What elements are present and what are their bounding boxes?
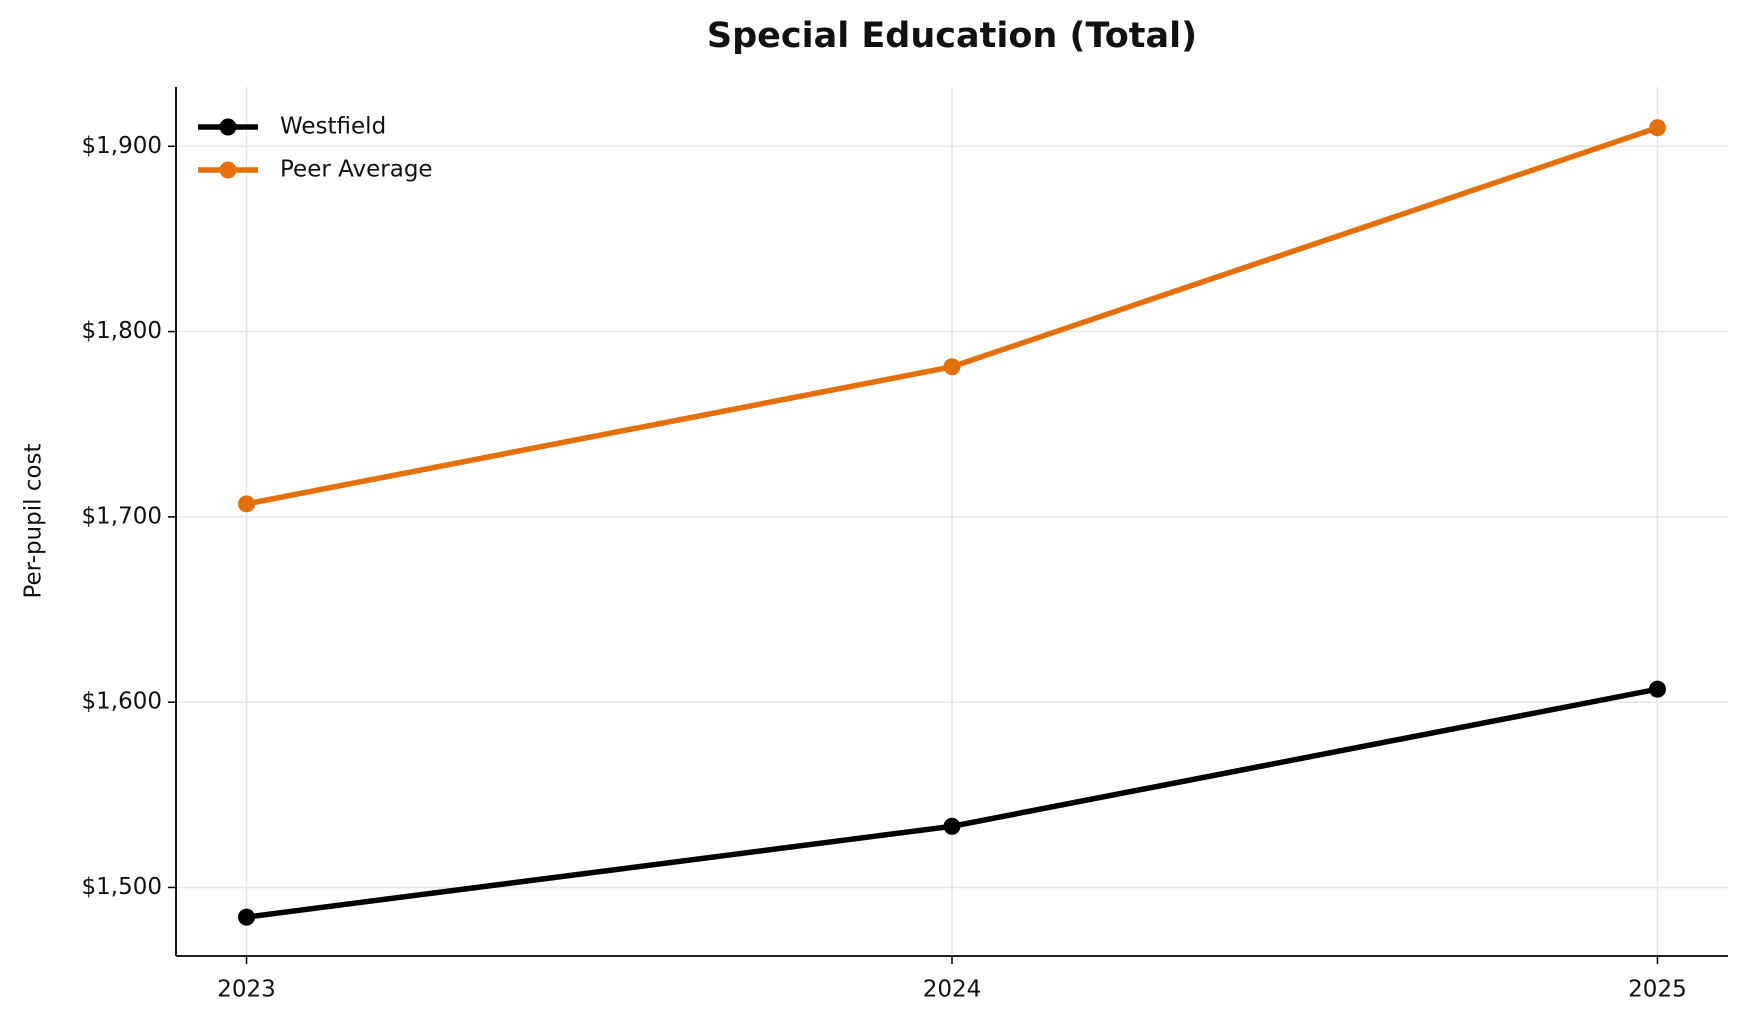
y-axis-label: Per-pupil cost bbox=[21, 443, 47, 598]
x-tick-label: 2024 bbox=[923, 977, 982, 1003]
legend-label: Peer Average bbox=[280, 157, 433, 183]
legend-label: Westfield bbox=[280, 114, 386, 140]
y-tick-label: $1,700 bbox=[82, 503, 162, 529]
series-point bbox=[943, 358, 961, 376]
series-point bbox=[1648, 680, 1666, 698]
x-tick-label: 2023 bbox=[217, 977, 276, 1003]
series-point bbox=[238, 908, 256, 926]
y-tick-label: $1,900 bbox=[82, 133, 162, 159]
x-tick-label: 2025 bbox=[1628, 977, 1687, 1003]
series-point bbox=[238, 495, 256, 513]
series-point bbox=[943, 817, 961, 835]
chart-title: Special Education (Total) bbox=[707, 16, 1197, 56]
y-tick-label: $1,500 bbox=[82, 874, 162, 900]
y-tick-label: $1,800 bbox=[82, 318, 162, 344]
series-point bbox=[1648, 119, 1666, 137]
legend-marker bbox=[219, 161, 237, 179]
legend-marker bbox=[219, 118, 237, 136]
y-tick-label: $1,600 bbox=[82, 689, 162, 715]
